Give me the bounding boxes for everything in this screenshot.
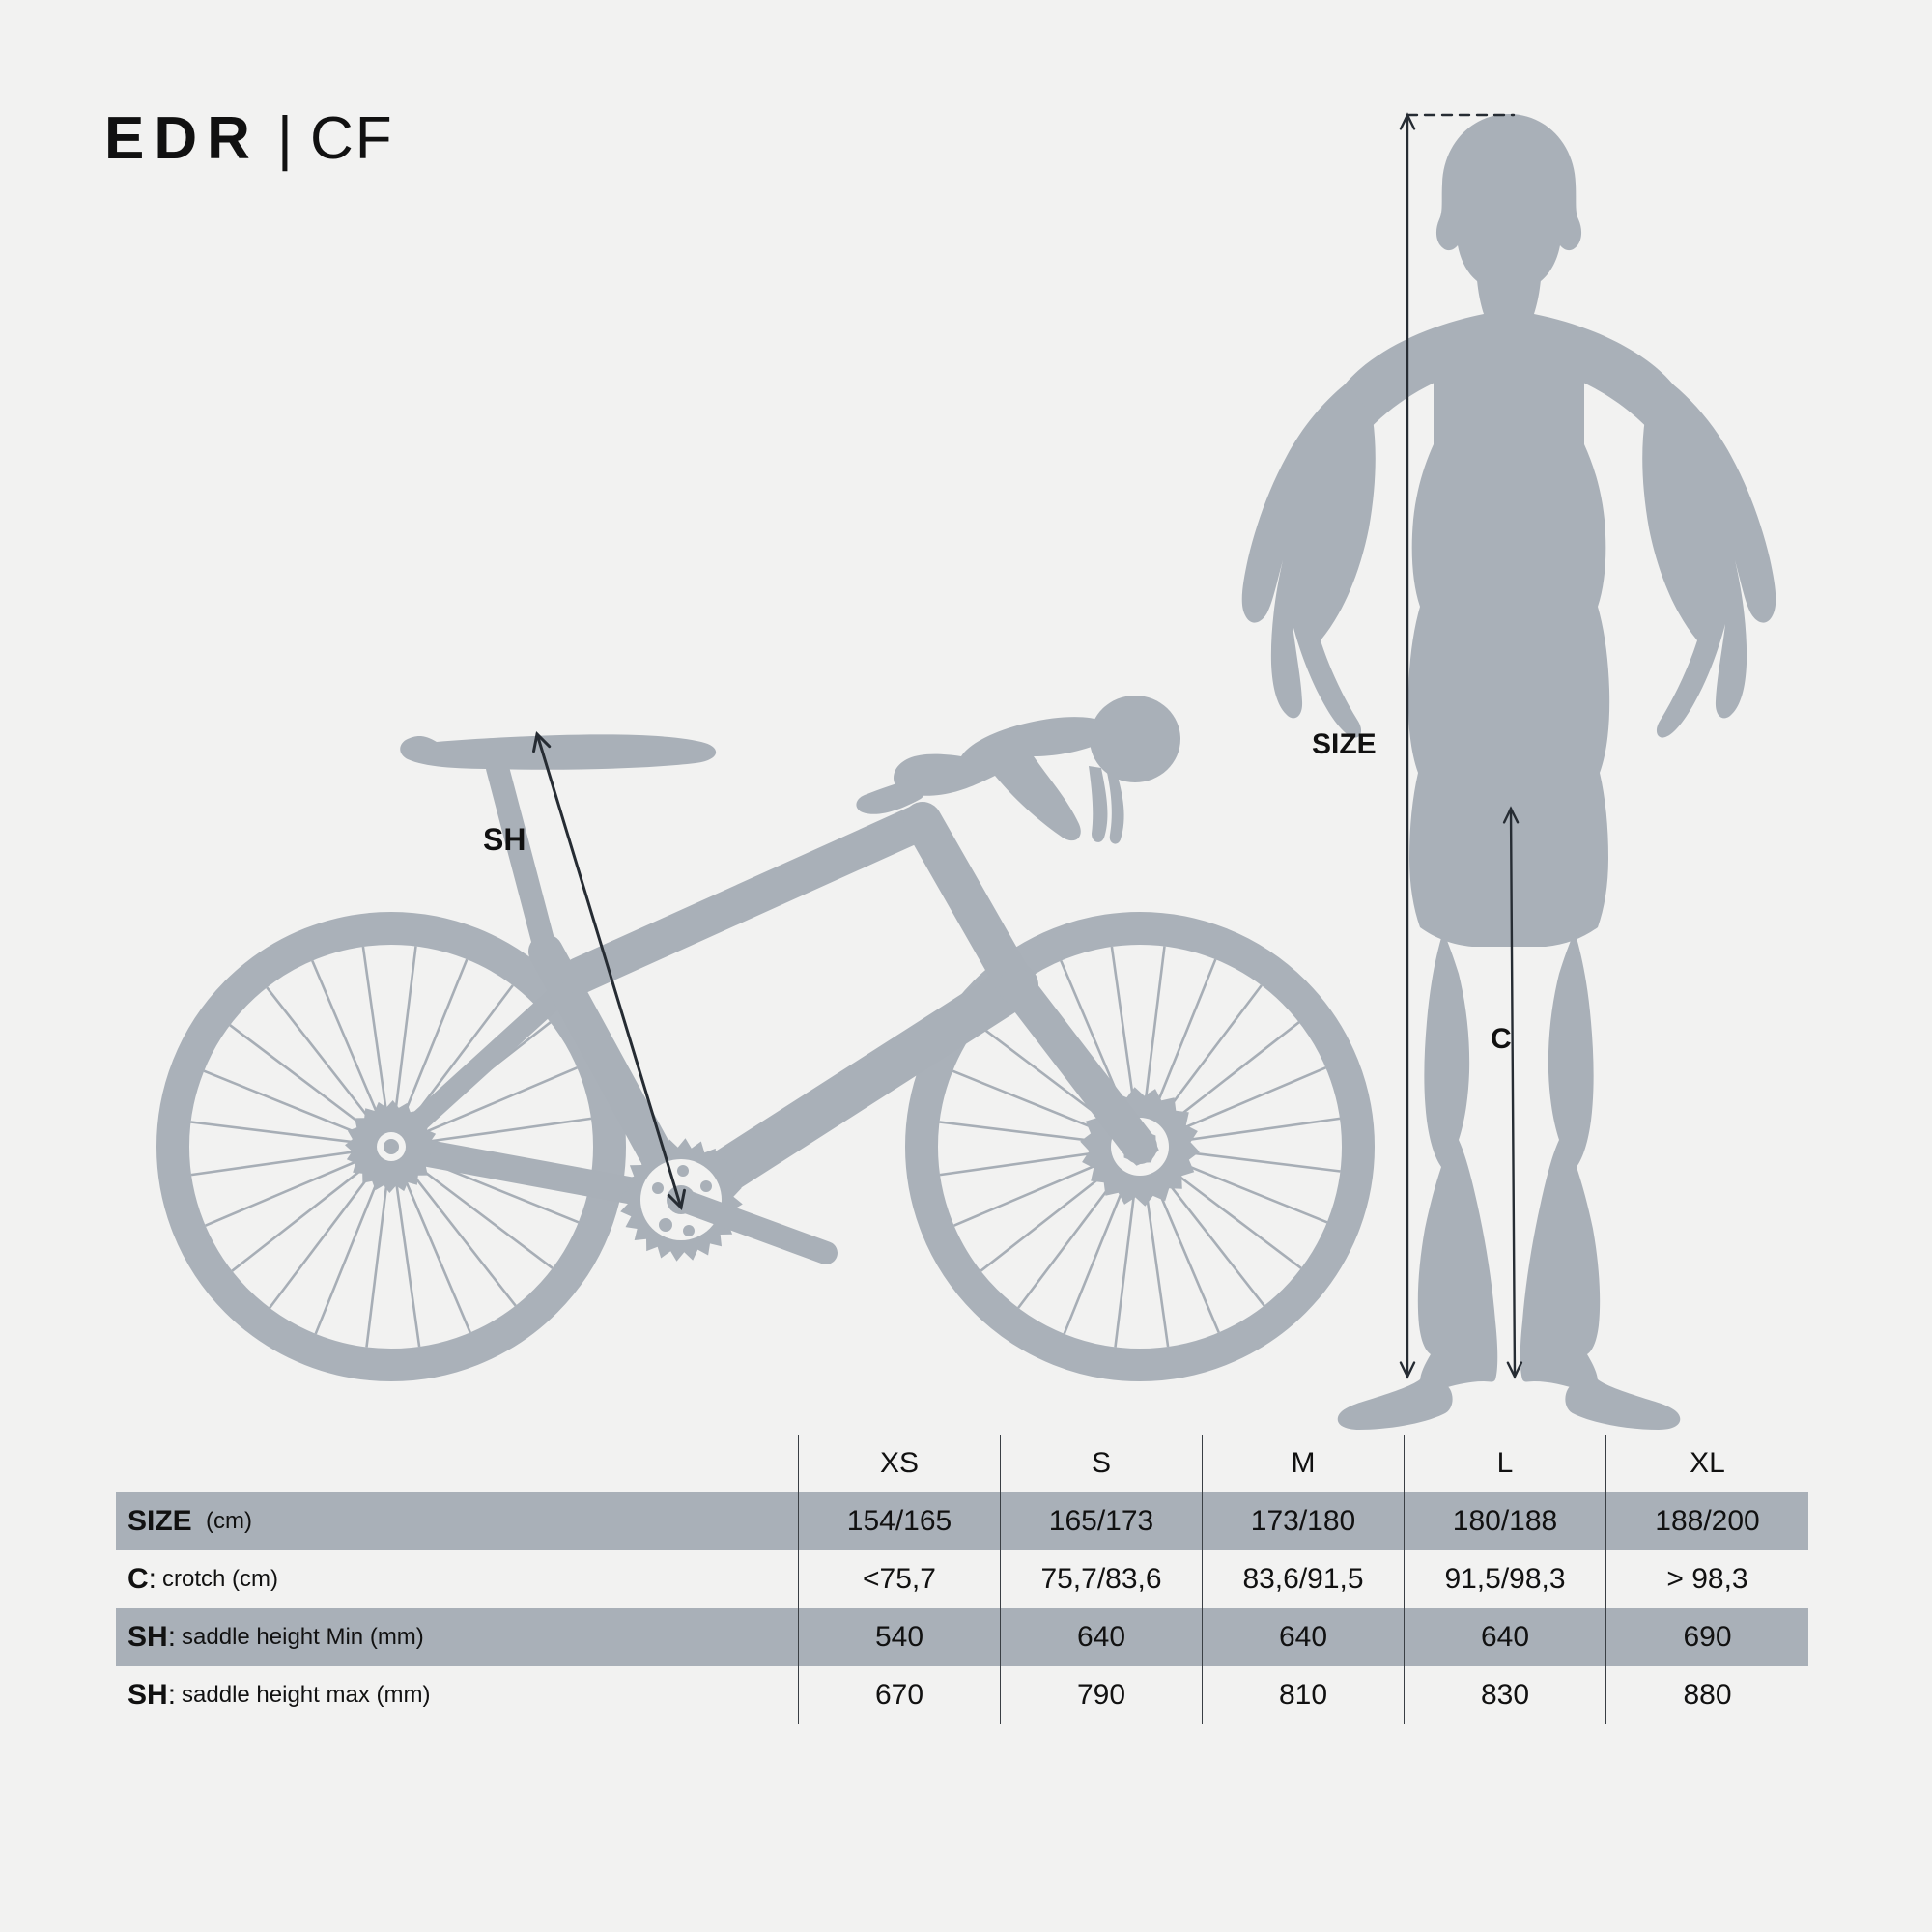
svg-text:SIZE: SIZE xyxy=(1312,728,1377,760)
svg-text:C: C xyxy=(1491,1023,1512,1055)
svg-text:SH: SH xyxy=(483,822,526,857)
